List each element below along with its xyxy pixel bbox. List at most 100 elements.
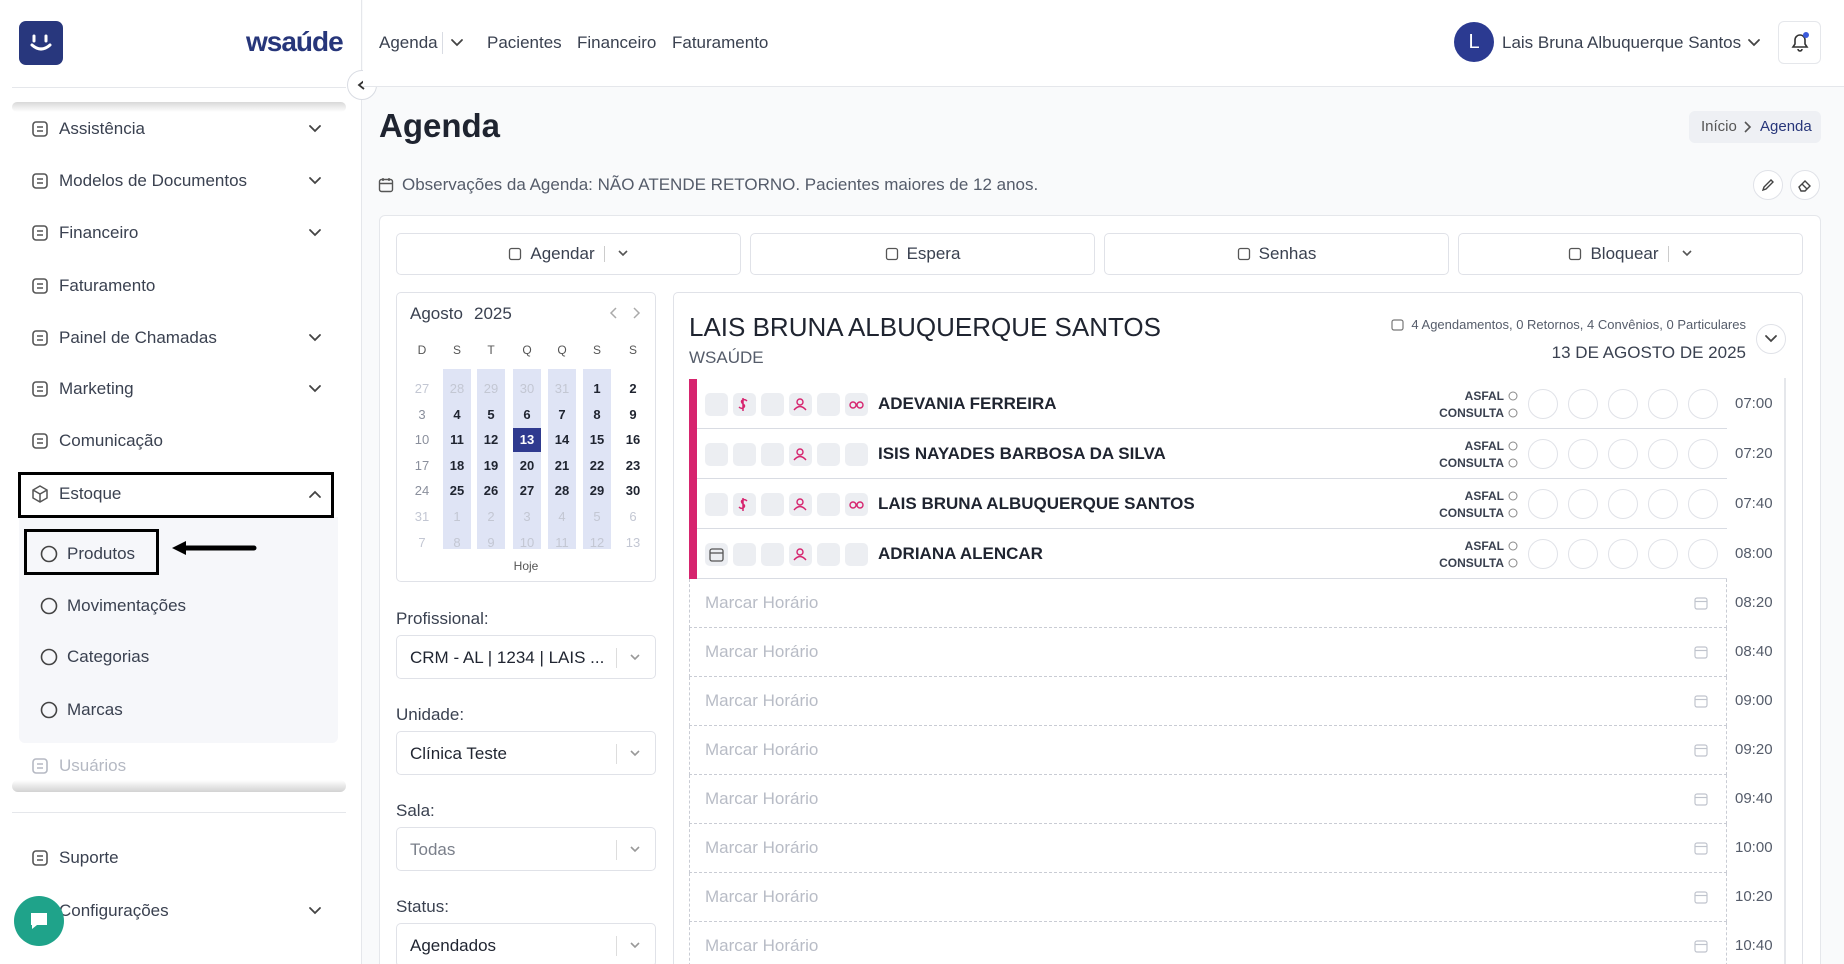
nav-link[interactable]: Pacientes <box>487 33 562 52</box>
row-action[interactable] <box>1568 439 1598 469</box>
menu-item[interactable]: Comunicação <box>59 431 163 450</box>
row-action[interactable] <box>1608 539 1638 569</box>
menu-item[interactable]: Financeiro <box>59 223 139 242</box>
calendar-day[interactable]: 8 <box>593 406 601 422</box>
calendar-day[interactable]: 7 <box>558 406 566 422</box>
calendar-day[interactable]: 3 <box>418 406 426 422</box>
calendar-day[interactable]: 24 <box>414 483 430 499</box>
calendar-day[interactable]: 21 <box>554 457 570 473</box>
free-slot-label[interactable]: Marcar Horário <box>705 593 819 612</box>
menu-item[interactable]: Assistência <box>59 119 145 138</box>
row-action[interactable] <box>1688 389 1718 419</box>
calendar-day[interactable]: 2 <box>629 381 637 396</box>
free-slot-label[interactable]: Marcar Horário <box>705 936 819 955</box>
menu-item[interactable]: Configurações <box>59 901 169 920</box>
calendar-day[interactable]: 20 <box>519 457 535 473</box>
bell-button[interactable] <box>1778 21 1821 64</box>
icon-button[interactable] <box>1790 170 1820 200</box>
calendar-day[interactable]: 13 <box>513 428 541 453</box>
row-action[interactable] <box>1528 489 1558 519</box>
calendar-day[interactable]: 17 <box>414 457 430 473</box>
calendar-day[interactable]: 31 <box>414 509 430 524</box>
calendar-day[interactable]: 29 <box>589 483 605 499</box>
menu-item[interactable]: Faturamento <box>59 276 156 295</box>
menu-item[interactable]: Usuários <box>59 756 127 775</box>
free-slot[interactable] <box>689 677 1727 726</box>
submenu-item[interactable]: Marcas <box>67 700 123 719</box>
calendar-day[interactable]: 28 <box>554 483 570 499</box>
free-slot[interactable] <box>689 726 1727 775</box>
calendar-day[interactable]: 27 <box>414 381 430 396</box>
nav-link[interactable]: Agenda <box>379 33 438 52</box>
free-slot[interactable] <box>689 824 1727 873</box>
row-action[interactable] <box>1648 439 1678 469</box>
free-slot-label[interactable]: Marcar Horário <box>705 691 819 710</box>
free-slot-label[interactable]: Marcar Horário <box>705 838 819 857</box>
calendar-day[interactable]: 6 <box>523 406 531 422</box>
row-action[interactable] <box>1688 439 1718 469</box>
row-action[interactable] <box>1528 439 1558 469</box>
calendar-day[interactable]: 25 <box>449 483 465 499</box>
calendar-day[interactable]: 29 <box>483 381 499 396</box>
submenu-item[interactable]: Categorias <box>67 647 150 666</box>
row-action[interactable] <box>1688 489 1718 519</box>
calendar-day[interactable]: 22 <box>589 457 605 473</box>
action-button[interactable]: Agendar <box>396 233 741 275</box>
submenu-item[interactable]: Produtos <box>67 544 136 563</box>
calendar-day[interactable]: 9 <box>487 534 495 550</box>
nav-link[interactable]: Faturamento <box>672 33 769 52</box>
free-slot-label[interactable]: Marcar Horário <box>705 887 819 906</box>
calendar-day[interactable]: 11 <box>450 432 464 448</box>
row-action[interactable] <box>1688 539 1718 569</box>
row-action[interactable] <box>1608 489 1638 519</box>
menu-item[interactable]: Suporte <box>59 848 119 867</box>
calendar-day[interactable]: 4 <box>558 509 566 524</box>
row-action[interactable] <box>1568 489 1598 519</box>
row-action[interactable] <box>1648 489 1678 519</box>
menu-item[interactable]: Estoque <box>59 484 122 503</box>
row-action[interactable] <box>1648 389 1678 419</box>
calendar-day[interactable]: 9 <box>629 406 637 422</box>
calendar-day[interactable]: 14 <box>554 432 570 448</box>
calendar-day[interactable]: 6 <box>629 509 637 524</box>
calendar-day[interactable]: 23 <box>625 457 641 473</box>
free-slot-label[interactable]: Marcar Horário <box>705 740 819 759</box>
select[interactable]: Agendados <box>396 923 656 964</box>
row-action[interactable] <box>1568 539 1598 569</box>
menu-item[interactable]: Modelos de Documentos <box>59 171 248 190</box>
free-slot[interactable] <box>689 873 1727 922</box>
calendar-day[interactable]: 12 <box>483 432 499 448</box>
user-name[interactable]: Lais Bruna Albuquerque Santos <box>1502 33 1742 52</box>
calendar-today[interactable]: Hoje <box>513 559 539 573</box>
calendar-day[interactable]: 1 <box>593 381 601 396</box>
calendar-day[interactable]: 4 <box>453 406 461 422</box>
calendar-day[interactable]: 11 <box>555 534 569 550</box>
breadcrumb-item[interactable]: Início <box>1701 118 1737 135</box>
avatar[interactable]: L <box>1454 22 1494 62</box>
row-action[interactable] <box>1648 539 1678 569</box>
free-slot[interactable] <box>689 775 1727 824</box>
menu-item[interactable]: Marketing <box>59 379 134 398</box>
calendar-day[interactable]: 30 <box>519 381 535 396</box>
action-button[interactable]: Espera <box>750 233 1095 275</box>
action-button[interactable]: Bloquear <box>1458 233 1803 275</box>
calendar-day[interactable]: 5 <box>487 406 495 422</box>
action-button[interactable]: Senhas <box>1104 233 1449 275</box>
calendar-day[interactable]: 15 <box>589 432 605 448</box>
calendar-day[interactable]: 18 <box>449 457 465 473</box>
calendar-day[interactable]: 5 <box>593 509 601 524</box>
calendar-day[interactable]: 27 <box>519 483 535 499</box>
free-slot-label[interactable]: Marcar Horário <box>705 789 819 808</box>
row-action[interactable] <box>1608 389 1638 419</box>
free-slot[interactable] <box>689 922 1727 964</box>
select[interactable]: Todas <box>396 827 656 871</box>
row-action[interactable] <box>1608 439 1638 469</box>
select[interactable]: CRM - AL | 1234 | LAIS ... <box>396 635 656 679</box>
row-action[interactable] <box>1528 539 1558 569</box>
calendar-day[interactable]: 10 <box>414 432 430 448</box>
calendar-day[interactable]: 10 <box>519 534 535 550</box>
calendar-day[interactable]: 1 <box>453 509 461 524</box>
free-slot[interactable] <box>689 628 1727 677</box>
menu-item[interactable]: Painel de Chamadas <box>59 328 217 347</box>
calendar-day[interactable]: 19 <box>483 457 499 473</box>
